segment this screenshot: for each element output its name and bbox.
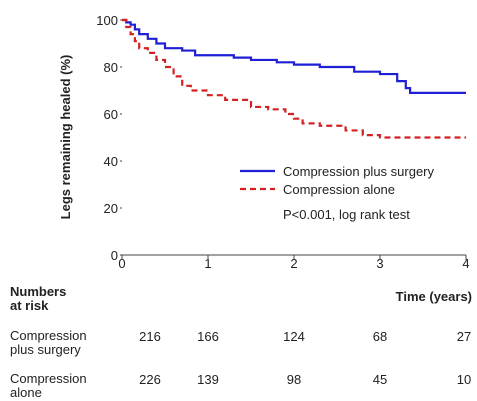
risk-count: 98 [287, 372, 301, 387]
y-tick-label: 40 [104, 154, 118, 169]
y-tick-label: 60 [104, 107, 118, 122]
risk-row-name: Compression plus surgery [10, 328, 87, 357]
risk-count: 68 [373, 329, 387, 344]
y-axis-label: Legs remaining healed (%) [58, 55, 73, 220]
legend-label: Compression plus surgery [283, 164, 435, 179]
y-tick-label: 0 [111, 248, 118, 263]
legend-label: Compression alone [283, 182, 395, 197]
table-title: Numbers at risk [10, 284, 67, 313]
risk-count: 216 [139, 329, 161, 344]
risk-count: 10 [457, 372, 471, 387]
y-tick-label: 100 [96, 13, 118, 28]
y-tick-label: 20 [104, 201, 118, 216]
annotation: P<0.001, log rank test [283, 207, 410, 222]
x-tick-label: 3 [376, 256, 383, 271]
risk-count: 27 [457, 329, 471, 344]
risk-count: 226 [139, 372, 161, 387]
risk-count: 45 [373, 372, 387, 387]
risk-count: 124 [283, 329, 305, 344]
risk-count: 166 [197, 329, 219, 344]
x-tick-label: 4 [462, 256, 469, 271]
x-tick-label: 2 [290, 256, 297, 271]
series-line [122, 18, 466, 94]
x-tick-label: 0 [118, 256, 125, 271]
series-line [122, 18, 466, 139]
y-tick-label: 80 [104, 60, 118, 75]
x-tick-label: 1 [204, 256, 211, 271]
x-axis-label: Time (years) [396, 289, 472, 304]
risk-count: 139 [197, 372, 219, 387]
risk-row-name: Compression alone [10, 371, 87, 400]
